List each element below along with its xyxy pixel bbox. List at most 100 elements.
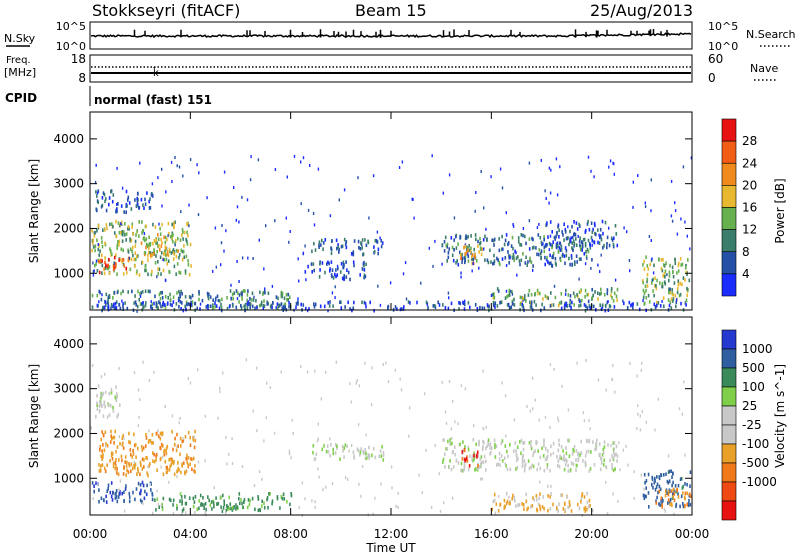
radar-cell (498, 248, 501, 253)
radar-cell (244, 305, 246, 309)
radar-cell (318, 275, 321, 279)
radar-cell (466, 245, 468, 250)
radar-cell (584, 243, 587, 248)
radar-cell (204, 414, 206, 418)
radar-cell (677, 492, 679, 496)
radar-cell (339, 270, 342, 274)
radar-cell (576, 463, 578, 468)
radar-cell (368, 454, 371, 458)
radar-cell (473, 451, 475, 456)
radar-cell (526, 263, 528, 267)
radar-cell (632, 302, 634, 306)
radar-cell (493, 243, 495, 247)
radar-cell (459, 236, 461, 240)
radar-cell (116, 203, 118, 206)
radar-cell (667, 498, 670, 502)
radar-cell (130, 452, 132, 457)
radar-cell (127, 250, 130, 254)
radar-cell (306, 309, 309, 313)
radar-cell (515, 449, 517, 453)
radar-cell (111, 436, 113, 441)
radar-cell (520, 243, 523, 247)
radar-cell (242, 289, 245, 293)
radar-cell (573, 220, 575, 224)
radar-cell (118, 243, 120, 247)
radar-cell (493, 292, 495, 296)
radar-cell (326, 444, 329, 448)
radar-cell (246, 298, 248, 303)
radar-cell (332, 276, 335, 280)
radar-cell (549, 253, 551, 258)
radar-cell (262, 306, 265, 311)
radar-cell (547, 494, 549, 498)
radar-cell (524, 462, 527, 467)
radar-cell (540, 249, 543, 253)
radar-cell (661, 268, 664, 273)
radar-cell (125, 238, 127, 242)
radar-cell (335, 360, 337, 364)
radar-cell (529, 305, 532, 309)
freq-glitch: ǩ (152, 66, 159, 79)
radar-cell (266, 381, 268, 385)
radar-cell (519, 262, 521, 267)
radar-cell (313, 268, 315, 273)
radar-cell (343, 188, 346, 192)
radar-cell (103, 228, 106, 232)
radar-cell (513, 418, 516, 422)
radar-cell (147, 440, 150, 444)
radar-cell (132, 253, 134, 258)
radar-cell (119, 441, 121, 446)
radar-cell (376, 240, 378, 244)
radar-cell (360, 447, 362, 451)
radar-cell (115, 385, 117, 389)
radar-cell (161, 455, 164, 459)
radar-cell (574, 233, 577, 237)
radar-cell (451, 496, 454, 500)
radar-cell (172, 503, 174, 507)
radar-cell (615, 444, 618, 449)
radar-cell (613, 305, 616, 309)
radar-cell (654, 276, 656, 280)
radar-cell (166, 444, 169, 449)
radar-cell (176, 506, 178, 511)
radar-cell (582, 411, 585, 415)
radar-cell (130, 469, 132, 474)
radar-cell (573, 232, 575, 237)
radar-cell (192, 438, 195, 442)
radar-cell (470, 246, 472, 251)
radar-cell (118, 435, 120, 439)
radar-cell (483, 454, 486, 459)
radar-cell (160, 442, 163, 447)
radar-cell (567, 505, 569, 510)
radar-cell (675, 300, 678, 305)
colorbar-block (721, 329, 737, 350)
radar-cell (486, 258, 489, 263)
colorbar-tick-label: 8 (742, 245, 750, 259)
radar-cell (495, 444, 498, 448)
radar-cell (530, 260, 533, 264)
radar-cell (141, 467, 144, 471)
power-x-ticks (89, 112, 693, 310)
radar-cell (124, 222, 126, 226)
radar-cell (515, 256, 518, 260)
radar-cell (130, 257, 133, 262)
radar-cell (522, 252, 524, 256)
radar-cell (241, 465, 244, 468)
radar-cell (280, 370, 282, 374)
radar-cell (96, 394, 98, 398)
radar-cell (161, 241, 163, 245)
radar-cell (158, 222, 160, 226)
radar-cell (251, 304, 254, 309)
radar-cell (169, 302, 172, 307)
radar-cell (551, 263, 553, 268)
radar-cell (615, 452, 617, 456)
x-tick-label: 08:00 (273, 527, 308, 541)
radar-cell (103, 267, 105, 271)
radar-cell (159, 456, 162, 461)
radar-cell (144, 268, 146, 273)
radar-cell (590, 266, 592, 270)
radar-cell (119, 489, 121, 494)
radar-cell (120, 230, 122, 235)
radar-cell (543, 506, 545, 511)
radar-cell (96, 238, 98, 243)
